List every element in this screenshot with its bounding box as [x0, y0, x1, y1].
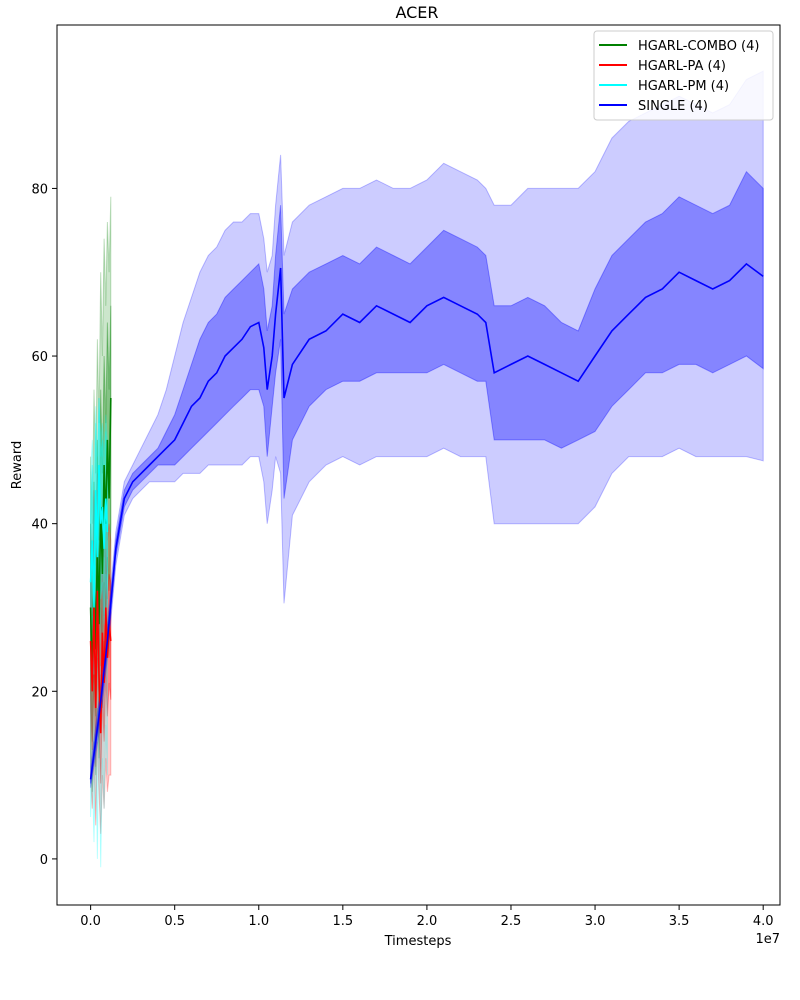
legend: HGARL-COMBO (4) HGARL-PA (4) HGARL-PM (4) S…	[593, 30, 774, 121]
y-tick-label: 20	[31, 685, 48, 700]
legend-label-single-4: SINGLE (4)	[638, 99, 708, 114]
x-tick-label: 0.5	[164, 914, 185, 929]
legend-label-hgarl-pa-4: HGARL-PA (4)	[638, 59, 726, 74]
x-tick-label: 0.0	[80, 914, 101, 929]
x-tick-label: 2.5	[501, 914, 522, 929]
series-line-single-4	[89, 262, 764, 780]
x-tick-label: 1.0	[248, 914, 269, 929]
x-axis-label: Timesteps	[384, 934, 452, 949]
x-tick-label: 3.0	[585, 914, 606, 929]
x-tick-label: 3.5	[669, 914, 690, 929]
y-axis-ticks: 0 20 40 60 80	[31, 182, 57, 868]
series-lines	[89, 262, 764, 780]
x-axis-offset-label: 1e7	[755, 932, 780, 947]
series-line-hgarl-pm-4	[89, 464, 109, 608]
plot-frame	[56, 24, 781, 906]
y-tick-label: 60	[31, 350, 48, 365]
chart-title: ACER	[395, 3, 438, 22]
band-minmax-single-4	[90, 70, 764, 788]
y-tick-label: 80	[31, 182, 48, 197]
x-tick-label: 4.0	[753, 914, 774, 929]
legend-label-hgarl-combo-4: HGARL-COMBO (4)	[638, 39, 759, 54]
y-tick-label: 40	[31, 518, 48, 533]
y-axis-label: Reward	[10, 441, 25, 489]
x-tick-label: 2.0	[417, 914, 438, 929]
legend-label-hgarl-pm-4: HGARL-PM (4)	[638, 79, 729, 94]
series-bands	[90, 70, 764, 868]
y-tick-label: 0	[40, 853, 48, 868]
x-axis-ticks: 0.0 0.5 1.0 1.5 2.0 2.5 3.0 3.5 4.0	[80, 905, 774, 929]
legend-box	[593, 30, 774, 121]
band-std-single-4	[90, 170, 764, 784]
x-tick-label: 1.5	[332, 914, 353, 929]
